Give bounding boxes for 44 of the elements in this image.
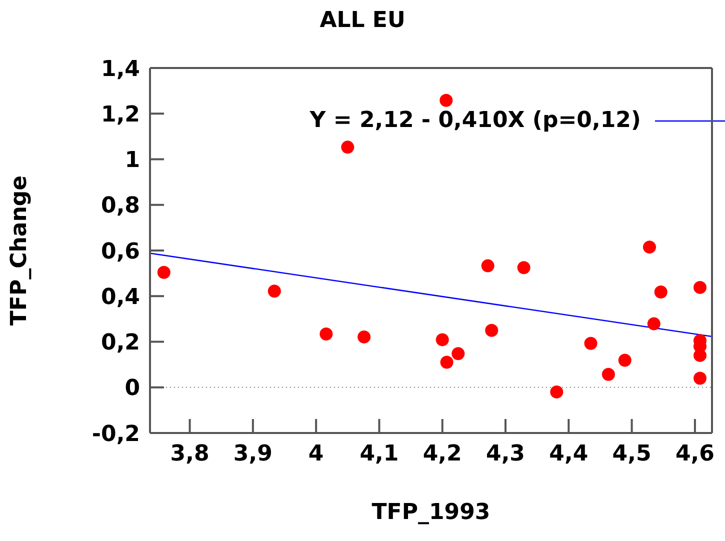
y-tick-label: 1,4 [101,56,140,82]
x-tick-label: 4,6 [675,442,714,467]
x-tick-label: 3,9 [233,442,272,467]
x-tick-label: 4,1 [360,442,399,467]
y-tick-label: 0,2 [101,330,140,356]
point [341,140,354,154]
point [642,240,656,254]
point [440,94,453,107]
y-tick-label: 1,2 [101,102,140,128]
point [452,347,465,360]
chart-title: ALL EU [318,8,406,33]
y-tick-label: 0 [124,376,140,402]
x-axis-title: TFP_1993 [372,500,490,525]
x-tick-label: 4 [308,442,324,467]
point [320,327,333,340]
x-tick-label: 4,4 [549,442,588,467]
x-tick-label: 4,5 [612,442,652,467]
x-tick-label: 4,3 [486,442,526,467]
point [618,354,632,367]
legend-label: Y = 2,12 - 0,410X (p=0,12) [310,108,641,133]
point [550,385,564,398]
point [440,356,454,369]
point [481,259,494,272]
y-axis-title: TFP_Change [6,175,32,326]
y-tick-label: 0,4 [101,284,140,310]
point [485,324,498,337]
point [584,336,598,350]
x-tick-label: 4,2 [422,442,462,467]
point [602,368,615,381]
point [654,286,668,299]
point [647,317,660,330]
y-tick-label: 0,8 [101,194,140,219]
point [268,284,281,298]
y-tick-label: -0,2 [92,422,140,447]
point [694,280,706,294]
y-tick-label: 0,6 [101,239,140,264]
point [358,330,371,344]
y-tick-label: 1 [124,148,140,174]
point [694,372,706,385]
point [694,348,706,362]
point [517,261,530,274]
point [436,333,449,346]
x-tick-label: 3,8 [170,442,210,467]
point [157,266,170,279]
